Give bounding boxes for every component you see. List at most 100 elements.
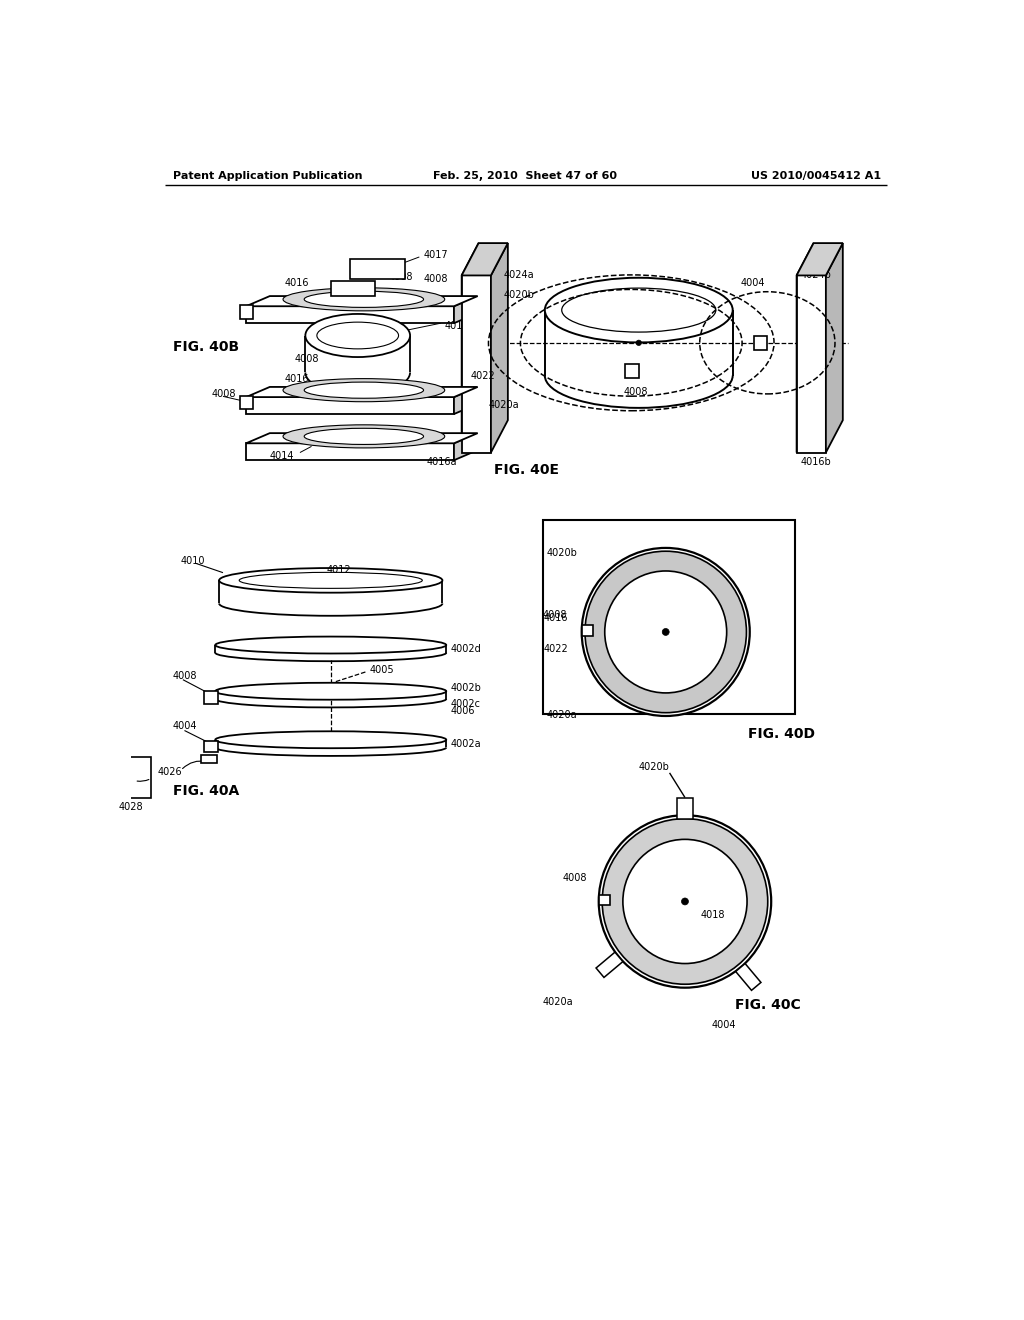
Bar bbox=[205, 742, 218, 752]
Text: 4017: 4017 bbox=[423, 251, 447, 260]
Text: 4008: 4008 bbox=[173, 671, 198, 681]
Bar bbox=[625, 364, 639, 378]
Bar bbox=[202, 755, 217, 763]
Text: 4018: 4018 bbox=[648, 329, 673, 338]
Text: 4016b: 4016b bbox=[801, 457, 831, 467]
Text: 4016: 4016 bbox=[544, 612, 568, 623]
Polygon shape bbox=[462, 276, 490, 453]
Ellipse shape bbox=[545, 277, 733, 342]
Text: 4018: 4018 bbox=[700, 911, 725, 920]
Text: US 2010/0045412 A1: US 2010/0045412 A1 bbox=[752, 172, 882, 181]
Polygon shape bbox=[735, 964, 761, 990]
Text: 4016: 4016 bbox=[285, 374, 309, 384]
Bar bbox=[96, 758, 152, 797]
Text: 4014: 4014 bbox=[269, 450, 294, 461]
Text: Feb. 25, 2010  Sheet 47 of 60: Feb. 25, 2010 Sheet 47 of 60 bbox=[433, 172, 616, 181]
Polygon shape bbox=[246, 306, 454, 323]
Ellipse shape bbox=[304, 428, 424, 445]
Text: 4004: 4004 bbox=[173, 721, 198, 731]
Ellipse shape bbox=[215, 731, 446, 748]
Text: 4004: 4004 bbox=[740, 279, 765, 288]
Ellipse shape bbox=[283, 288, 444, 312]
Text: 4008: 4008 bbox=[211, 389, 236, 399]
Text: 4002b: 4002b bbox=[451, 684, 481, 693]
Ellipse shape bbox=[582, 548, 750, 715]
Bar bbox=[240, 396, 253, 409]
Text: 4024b: 4024b bbox=[801, 271, 831, 280]
Text: 4024a: 4024a bbox=[504, 271, 535, 280]
Ellipse shape bbox=[283, 379, 444, 401]
Bar bbox=[755, 335, 767, 350]
Polygon shape bbox=[462, 243, 508, 276]
Polygon shape bbox=[454, 296, 477, 323]
Text: 4016a: 4016a bbox=[427, 457, 458, 467]
Polygon shape bbox=[454, 433, 477, 461]
Text: 4002c: 4002c bbox=[451, 698, 480, 709]
Text: 4016: 4016 bbox=[285, 279, 309, 288]
Text: 4005: 4005 bbox=[370, 665, 394, 675]
Text: 4008: 4008 bbox=[624, 388, 648, 397]
Ellipse shape bbox=[219, 568, 442, 593]
Ellipse shape bbox=[602, 818, 768, 985]
Text: 4012: 4012 bbox=[327, 565, 351, 576]
Text: 4020a: 4020a bbox=[488, 400, 519, 409]
Polygon shape bbox=[246, 397, 454, 414]
Ellipse shape bbox=[599, 816, 771, 987]
Ellipse shape bbox=[283, 425, 444, 447]
Polygon shape bbox=[246, 444, 454, 461]
Ellipse shape bbox=[605, 572, 727, 693]
Text: 4026: 4026 bbox=[158, 767, 182, 777]
Ellipse shape bbox=[682, 898, 688, 906]
Text: 4028: 4028 bbox=[119, 801, 143, 812]
Polygon shape bbox=[246, 433, 477, 444]
Text: 4020b: 4020b bbox=[504, 289, 535, 300]
Ellipse shape bbox=[585, 552, 746, 713]
Text: 4006: 4006 bbox=[451, 706, 474, 717]
Bar bbox=[599, 895, 610, 906]
Polygon shape bbox=[596, 952, 623, 977]
Text: 4002a: 4002a bbox=[451, 739, 480, 748]
Bar bbox=[240, 305, 253, 318]
Text: 4020a: 4020a bbox=[547, 710, 577, 721]
Text: 4018: 4018 bbox=[681, 640, 706, 651]
Text: FIG. 40C: FIG. 40C bbox=[735, 998, 801, 1012]
Text: 4004: 4004 bbox=[712, 1019, 736, 1030]
Text: FIG. 40E: FIG. 40E bbox=[494, 463, 559, 478]
Text: 4004: 4004 bbox=[469, 400, 494, 409]
Text: 4022: 4022 bbox=[544, 644, 568, 653]
Ellipse shape bbox=[305, 314, 410, 358]
Bar bbox=[205, 692, 218, 704]
Polygon shape bbox=[797, 243, 813, 453]
Text: 4008: 4008 bbox=[295, 354, 319, 363]
Text: 4020b: 4020b bbox=[547, 548, 578, 558]
Polygon shape bbox=[797, 276, 826, 453]
Text: 4002a: 4002a bbox=[469, 416, 500, 425]
Text: 4020b: 4020b bbox=[639, 763, 670, 772]
Polygon shape bbox=[454, 387, 477, 414]
Bar bbox=[350, 259, 406, 279]
Bar bbox=[331, 281, 376, 296]
Text: 4010: 4010 bbox=[180, 556, 205, 566]
Polygon shape bbox=[246, 387, 477, 397]
Text: FIG. 40B: FIG. 40B bbox=[173, 341, 239, 354]
Ellipse shape bbox=[304, 292, 424, 308]
Ellipse shape bbox=[215, 682, 446, 700]
Text: FIG. 40D: FIG. 40D bbox=[749, 726, 815, 741]
Ellipse shape bbox=[663, 628, 669, 635]
Bar bbox=[677, 797, 692, 818]
Polygon shape bbox=[797, 243, 843, 276]
Bar bbox=[543, 520, 795, 714]
Text: 4008: 4008 bbox=[388, 272, 413, 282]
Text: Patent Application Publication: Patent Application Publication bbox=[173, 172, 362, 181]
Text: 4022: 4022 bbox=[471, 371, 496, 380]
Text: 4005: 4005 bbox=[648, 292, 673, 301]
Text: 4010: 4010 bbox=[444, 321, 469, 331]
Text: 4008: 4008 bbox=[543, 610, 567, 620]
Polygon shape bbox=[826, 243, 843, 453]
Text: 4020a: 4020a bbox=[543, 997, 573, 1007]
Ellipse shape bbox=[636, 341, 641, 346]
Ellipse shape bbox=[623, 840, 748, 964]
Bar bbox=[582, 626, 593, 636]
Polygon shape bbox=[246, 296, 477, 306]
Ellipse shape bbox=[304, 381, 424, 399]
